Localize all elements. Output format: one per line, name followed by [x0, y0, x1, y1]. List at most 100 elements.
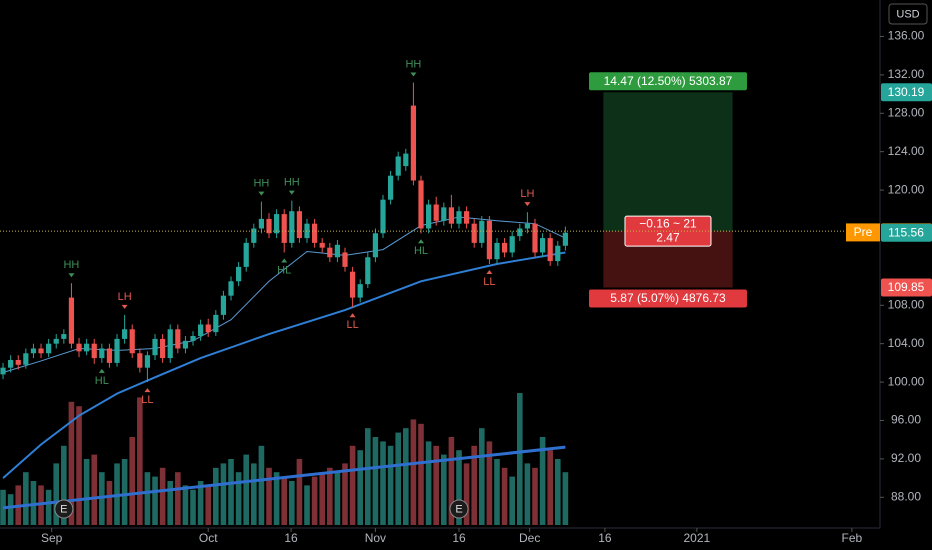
candle-body	[190, 336, 196, 341]
candle-body	[274, 214, 280, 234]
candle-body	[84, 343, 90, 352]
candle-body	[547, 238, 553, 262]
volume-bar	[129, 437, 136, 525]
candle-body	[357, 284, 363, 298]
pivot-label: HL	[95, 375, 109, 387]
pivot-label: HH	[284, 177, 300, 189]
candle-body	[319, 242, 325, 248]
y-tick-label: 128.00	[888, 105, 925, 119]
prefix-label: Pre	[854, 225, 873, 239]
candle-body	[8, 360, 14, 368]
candle-body	[68, 297, 75, 344]
candle-body	[76, 343, 82, 352]
candle-body	[501, 242, 508, 253]
pivot-arrow	[144, 388, 151, 393]
stop-label-box	[588, 289, 747, 308]
candle-body	[114, 338, 120, 363]
pivot-arrow	[281, 258, 288, 263]
price-tag-label: 115.56	[888, 225, 924, 239]
volume-bar	[319, 472, 326, 525]
volume-bar	[289, 481, 295, 525]
candle-body	[220, 295, 227, 315]
currency-label[interactable]: USD	[896, 8, 919, 20]
volume-bar	[235, 472, 242, 525]
volume-bar	[554, 459, 561, 525]
volume-bar	[61, 445, 67, 525]
moving-average	[2, 216, 566, 373]
price-tag	[881, 278, 932, 297]
volume-bar	[281, 476, 288, 525]
volume-bar	[45, 489, 52, 525]
x-tick-label: 16	[598, 531, 612, 545]
volume-bar	[365, 428, 371, 525]
volume-bar	[334, 472, 341, 525]
candle-body	[182, 340, 189, 349]
pivot-label: HH	[253, 178, 269, 190]
volume-bar	[273, 472, 280, 525]
volume-bar	[83, 459, 90, 525]
volume-bar	[304, 485, 310, 525]
pivot-label: LH	[520, 188, 534, 200]
x-tick-label: Dec	[519, 531, 540, 545]
candle-body	[418, 180, 424, 229]
y-tick-label: 120.00	[888, 182, 925, 196]
y-tick-label: 132.00	[888, 67, 925, 81]
pivot-label: LL	[346, 319, 358, 331]
volume-bar	[456, 450, 462, 525]
candle-body	[509, 236, 515, 253]
earnings-label: E	[455, 503, 462, 515]
candle-body	[99, 348, 105, 359]
prefix-box	[846, 223, 880, 242]
stop-label: 5.87 (5.07%) 4876.73	[610, 291, 726, 305]
x-tick-label: 2021	[684, 531, 711, 545]
volume-bar	[342, 463, 348, 525]
moving-average	[2, 251, 566, 479]
volume-bar	[91, 454, 98, 525]
pivot-label: LL	[483, 276, 495, 288]
volume-bar	[440, 454, 447, 525]
candle-body	[198, 324, 204, 336]
volume-bar	[144, 472, 151, 525]
candle-body	[426, 204, 432, 229]
pivot-label: HH	[405, 58, 421, 70]
y-tick-label: 136.00	[888, 29, 925, 43]
currency-button[interactable]	[888, 3, 928, 25]
candle-body	[342, 252, 348, 267]
volume-bar	[175, 472, 181, 525]
volume-bar	[228, 459, 234, 525]
volume-bar	[197, 481, 204, 525]
price-tag-label: 130.19	[888, 85, 925, 99]
pivot-label: LH	[118, 291, 132, 303]
pivot-label: LL	[141, 394, 153, 406]
x-tick-label: Sep	[41, 531, 63, 545]
x-tick-label: 16	[284, 531, 298, 545]
pivot-arrow	[349, 313, 356, 318]
volume-bar	[478, 428, 485, 525]
pivot-arrow	[410, 72, 417, 77]
volume-bar	[539, 437, 546, 525]
candle-body	[486, 220, 492, 260]
candle-body	[228, 281, 234, 296]
volume-bar	[433, 445, 440, 525]
pivot-arrow	[121, 304, 128, 309]
y-tick-label: 96.00	[891, 413, 921, 427]
volume-bar	[159, 467, 166, 525]
candle-body	[281, 214, 287, 243]
volume-bar	[311, 476, 318, 525]
volume-bar	[425, 441, 432, 525]
candle-body	[106, 348, 113, 363]
candle-body	[395, 156, 401, 176]
candle-body	[160, 338, 166, 359]
candle-body	[372, 233, 379, 258]
candle-body	[410, 105, 417, 181]
volume-bar	[251, 463, 257, 525]
y-tick-label: 124.00	[888, 144, 925, 158]
candle-body	[524, 223, 530, 229]
moving-average	[2, 445, 566, 510]
volume-bar	[296, 459, 303, 525]
pivot-arrow	[258, 191, 265, 196]
pivot-arrow	[486, 270, 493, 274]
volume-bar	[23, 472, 29, 525]
x-tick-label: Oct	[199, 531, 218, 545]
